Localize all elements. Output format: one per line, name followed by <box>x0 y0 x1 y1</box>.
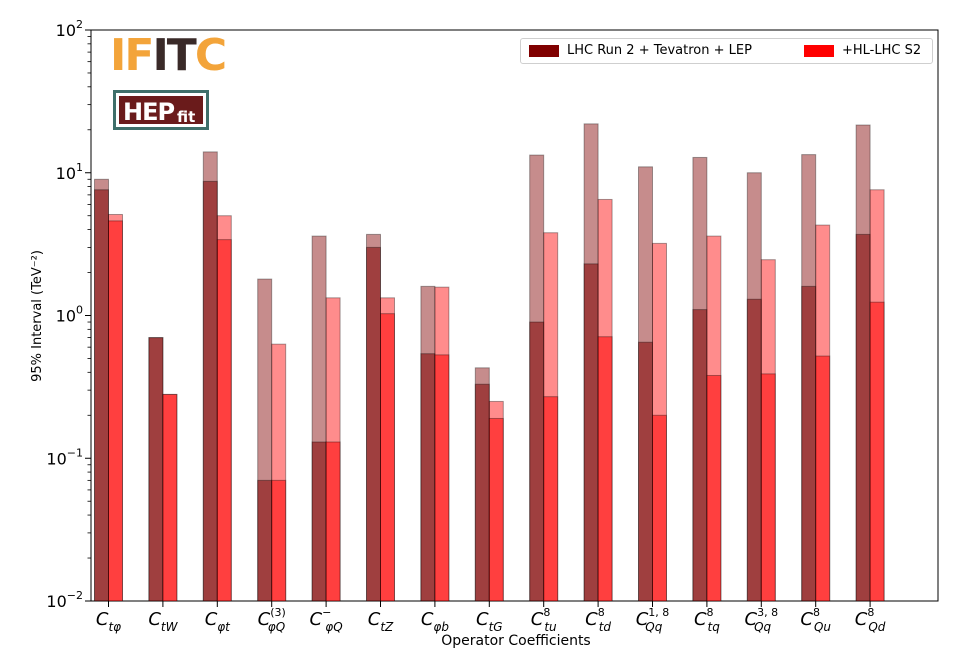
x-tick-label-3: C(3) φQ <box>258 606 286 634</box>
bar-individual-s1-1 <box>148 337 164 602</box>
legend-label-series-1: LHC Run 2 + Tevatron + LEP <box>567 43 752 58</box>
bar-individual-s2-13 <box>815 355 831 602</box>
y-tick-label-3: 101 <box>56 161 83 183</box>
x-tick-label-1: CtW <box>148 609 178 634</box>
y-tick-label-0: 10−2 <box>46 589 83 611</box>
bar-individual-s2-2 <box>216 239 232 602</box>
bar-individual-s1-8 <box>529 321 545 602</box>
y-tick-label-2: 100 <box>56 304 83 326</box>
bar-individual-s1-4 <box>311 441 327 602</box>
bar-individual-s1-9 <box>583 263 599 602</box>
bar-individual-s1-14 <box>855 233 871 602</box>
x-axis-label: Operator Coefficients <box>441 633 590 649</box>
bar-individual-s2-1 <box>162 393 178 602</box>
bar-individual-s1-11 <box>692 309 708 602</box>
x-tick-label-12: C3, 8 Qq <box>745 606 779 634</box>
bar-individual-s2-6 <box>434 354 450 602</box>
x-tick-label-8: C8 tu <box>531 606 557 634</box>
bar-individual-s1-5 <box>366 246 381 602</box>
y-tick-label-1: 10−1 <box>46 446 83 468</box>
bar-individual-s1-7 <box>474 383 490 602</box>
bar-individual-s1-10 <box>638 341 653 602</box>
x-tick-label-14: C8 Qd <box>855 606 886 634</box>
x-tick-label-10: C1, 8 Qq <box>636 606 670 634</box>
x-tick-label-9: C8 td <box>585 606 611 634</box>
bar-individual-s2-12 <box>760 373 776 602</box>
bar-individual-s1-13 <box>801 285 817 602</box>
bar-individual-s2-5 <box>380 313 395 602</box>
bar-individual-s2-0 <box>108 220 123 602</box>
bar-individual-s2-10 <box>652 414 667 602</box>
ifit-logo: IFITC <box>110 30 227 81</box>
bar-individual-s2-4 <box>325 441 341 602</box>
bar-individual-s2-14 <box>869 301 885 602</box>
x-tick-label-2: Cφt <box>205 609 231 634</box>
bar-individual-s2-11 <box>706 374 722 602</box>
x-tick-label-7: CtG <box>476 609 503 634</box>
bar-individual-s2-3 <box>271 479 287 602</box>
bar-individual-s1-0 <box>94 189 109 602</box>
x-tick-label-0: Ctφ <box>96 609 121 634</box>
y-tick-label-4: 102 <box>56 18 83 40</box>
x-tick-label-5: CtZ <box>368 609 394 634</box>
legend-label-series-2: +HL-LHC S2 <box>842 43 922 58</box>
bar-individual-s1-6 <box>420 353 436 602</box>
legend-swatch-series-1 <box>529 45 559 57</box>
x-tick-label-13: C8 Qu <box>800 606 831 634</box>
legend-swatch-series-2 <box>804 45 834 57</box>
ifit-logo-text-c: C <box>194 30 227 81</box>
bar-individual-s1-3 <box>257 479 273 602</box>
chart-legend: LHC Run 2 + Tevatron + LEP +HL-LHC S2 <box>520 38 933 64</box>
ifit-logo-text-b: IT <box>152 30 196 81</box>
bar-individual-s1-2 <box>202 180 218 602</box>
y-axis-label: 95% Interval (TeV⁻²) <box>30 250 45 382</box>
hepfit-logo-main: HEP <box>123 98 175 126</box>
x-tick-label-4: C− φQ <box>310 606 343 634</box>
bar-individual-s2-9 <box>597 336 613 602</box>
x-tick-label-6: Cφb <box>421 609 449 634</box>
bar-individual-s2-7 <box>488 417 504 602</box>
bar-individual-s2-8 <box>543 396 559 602</box>
hepfit-logo: HEP fit <box>113 90 209 130</box>
bar-individual-s1-12 <box>746 298 762 602</box>
ifit-logo-text-a: IF <box>110 30 154 81</box>
x-tick-label-11: C8 tq <box>694 606 720 634</box>
hepfit-logo-sub: fit <box>177 108 196 126</box>
